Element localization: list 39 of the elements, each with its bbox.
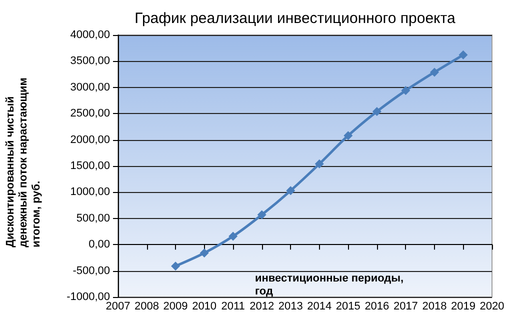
x-tick-label: 2012 [250, 300, 274, 312]
point [200, 248, 209, 258]
y-axis-title: Дисконтированный чистый денежный поток нарастающим итогом, руб. [4, 78, 42, 248]
y-tick-label: 3500,00 [70, 55, 110, 68]
x-tick-label: 2019 [450, 300, 476, 312]
y-tick-label: 4000,00 [70, 29, 110, 41]
x-tick-label: 2016 [364, 300, 390, 312]
y-tick-label: 1500,00 [70, 160, 110, 172]
x-tick-label: 2013 [278, 300, 303, 312]
point [430, 68, 439, 77]
point [344, 131, 353, 140]
x-tick-label: 2018 [422, 300, 447, 312]
x-axis-title: инвестиционные периоды, год [255, 272, 404, 298]
x-tick-label: 2011 [221, 300, 245, 312]
point [372, 107, 382, 116]
x-tick-label: 2017 [393, 300, 418, 312]
y-tick-label: 0,00 [88, 238, 110, 251]
x-tick-label: 2014 [307, 300, 332, 312]
point [314, 159, 324, 168]
x-tick-label: 2015 [336, 300, 360, 312]
y-tick-label: -1000,00 [66, 291, 110, 303]
x-tick-label: 2007 [106, 300, 130, 312]
x-tick-label: 2008 [134, 300, 160, 312]
point [257, 210, 266, 220]
point [401, 86, 410, 96]
point [228, 232, 238, 241]
y-tick-label: 1000,00 [70, 186, 110, 198]
y-tick-label: 2500,00 [70, 108, 110, 120]
x-tick-label: 2009 [163, 300, 188, 312]
chart-title: График реализации инвестиционного проекта [134, 10, 456, 27]
x-tick-label: 2010 [192, 300, 217, 312]
y-tick-label: -500,00 [72, 264, 110, 277]
y-tick-label: 500,00 [76, 212, 110, 224]
y-tick-label: 3000,00 [70, 81, 110, 94]
y-tick-label: 2000,00 [70, 134, 110, 146]
x-tick-label: 2020 [480, 300, 504, 312]
point [286, 186, 296, 196]
point [458, 50, 468, 60]
point [171, 262, 180, 271]
